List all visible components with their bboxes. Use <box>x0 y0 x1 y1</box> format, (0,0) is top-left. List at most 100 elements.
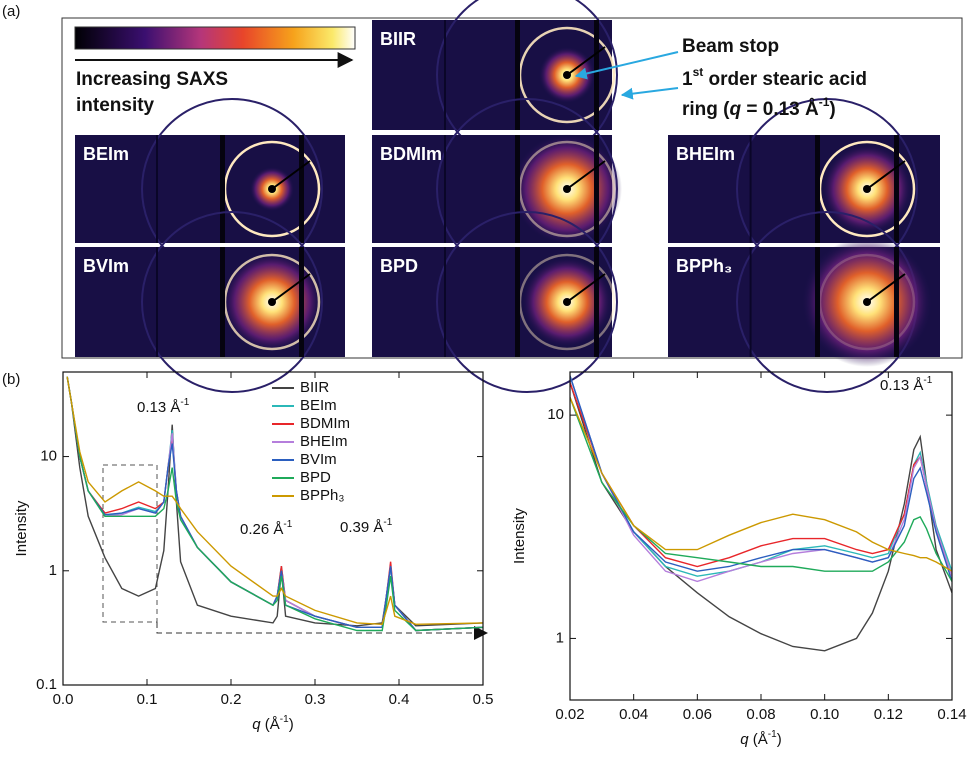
text-part: -1 <box>923 375 932 386</box>
annotation: Beam stop <box>682 36 779 57</box>
image-label: BHEIm <box>676 144 735 164</box>
panel-label: (a) <box>2 3 20 20</box>
x-tick-label: 0.08 <box>746 706 775 723</box>
peak-label: 0.13 Å-1 <box>880 375 933 394</box>
text-part: 0.13 Å <box>880 377 923 394</box>
x-tick-label: 0.06 <box>683 706 712 723</box>
x-tick-label: 0.1 <box>137 691 158 708</box>
x-tick-label: 0.14 <box>937 706 966 723</box>
text-part: 0.26 Å <box>240 521 283 538</box>
image-label: BVIm <box>83 256 129 276</box>
x-tick-label: 0.04 <box>619 706 648 723</box>
x-tick-label: 0.0 <box>53 691 74 708</box>
detector-gap <box>220 247 225 357</box>
detector-gap <box>894 247 899 357</box>
x-tick-label: 0.5 <box>473 691 494 708</box>
x-axis-label: q (Å-1) <box>740 729 781 748</box>
scattering-images: BIIR BEIm BDMIm BHEIm BVIm BPD BPPh₃ <box>75 0 940 393</box>
y-tick-label: 1 <box>556 629 564 646</box>
panel-frame <box>61 17 963 359</box>
x-tick-label: 0.02 <box>555 706 584 723</box>
detector-gap <box>894 135 899 243</box>
detector-gap <box>299 135 304 243</box>
text-part: -1 <box>768 729 777 740</box>
image-label: BEIm <box>83 144 129 164</box>
text-part: q <box>252 716 261 733</box>
annotation-arrow <box>620 87 679 100</box>
legend-label: BVIm <box>300 451 337 468</box>
detector-gap <box>815 247 820 357</box>
text-part: 0.13 Å <box>137 399 180 416</box>
colorbar-caption: Increasing SAXS <box>76 69 228 90</box>
legend-label: BPD <box>300 469 331 486</box>
beam-stop <box>268 185 276 193</box>
text-part: (Å <box>749 731 768 748</box>
beam-stop <box>563 185 571 193</box>
image-label: BPPh₃ <box>676 256 732 276</box>
image-halo <box>436 211 618 393</box>
peak-label: 0.39 Å-1 <box>340 517 393 536</box>
image-label: BIIR <box>380 29 416 49</box>
detector-gap <box>515 135 520 243</box>
legend-label: BEIm <box>300 397 337 414</box>
text-part: ) <box>289 716 294 733</box>
colorbar <box>74 26 356 50</box>
beam-stop <box>563 298 571 306</box>
text-part: (Å <box>261 716 280 733</box>
annotation: ring (q = 0.13 Å-1) <box>682 95 836 120</box>
text-part: -1 <box>180 397 189 408</box>
x-tick-label: 0.12 <box>874 706 903 723</box>
x-axis-label: q (Å-1) <box>252 714 293 733</box>
beam-stop-arm <box>271 273 311 303</box>
detector-gap <box>156 135 158 243</box>
text-part: 0.39 Å <box>340 519 383 536</box>
data-line <box>570 397 952 572</box>
beam-stop <box>863 185 871 193</box>
data-line <box>570 375 952 582</box>
detector-gap <box>515 20 520 130</box>
image-label: BPD <box>380 256 418 276</box>
beam-stop-arm <box>566 160 606 190</box>
zoom-arrow <box>474 626 488 640</box>
beam-stop-arm <box>866 160 906 190</box>
panel-label: (b) <box>2 371 20 388</box>
detector-gap <box>594 247 599 357</box>
annotation-arrow <box>574 51 679 80</box>
y-tick-label: 10 <box>40 448 57 465</box>
annotation: 1st order stearic acid <box>682 65 867 90</box>
text-part: -1 <box>280 714 289 725</box>
y-tick-label: 0.1 <box>36 676 57 693</box>
detector-gap <box>444 135 446 243</box>
zoom-box <box>102 464 158 623</box>
data-line <box>570 375 952 577</box>
detector-gap <box>594 20 599 130</box>
peak-label: 0.26 Å-1 <box>240 519 293 538</box>
beam-stop-arm <box>866 273 906 303</box>
detector-gap <box>156 247 158 357</box>
y-axis-label: Intensity <box>13 500 30 556</box>
legend-label: BPPh₃ <box>300 487 344 504</box>
x-tick-label: 0.10 <box>810 706 839 723</box>
colorbar-caption: intensity <box>76 95 155 116</box>
x-tick-label: 0.2 <box>221 691 242 708</box>
legend-label: BDMIm <box>300 415 350 432</box>
beam-stop-arm <box>566 46 606 76</box>
detector-gap <box>594 135 599 243</box>
data-line <box>66 376 483 626</box>
beam-stop <box>863 298 871 306</box>
detector-gap <box>220 135 225 243</box>
text-part: ) <box>777 731 782 748</box>
plot-frame <box>62 371 484 686</box>
peak-label: 0.13 Å-1 <box>137 397 190 416</box>
detector-gap <box>815 135 820 243</box>
detector-gap <box>444 20 446 130</box>
text-part: -1 <box>283 519 292 530</box>
beam-stop-arm <box>566 273 606 303</box>
y-tick-label: 10 <box>547 406 564 423</box>
beam-stop <box>268 298 276 306</box>
text-part: q <box>740 731 749 748</box>
x-tick-label: 0.3 <box>305 691 326 708</box>
detector-gap <box>299 247 304 357</box>
detector-gap <box>515 247 520 357</box>
